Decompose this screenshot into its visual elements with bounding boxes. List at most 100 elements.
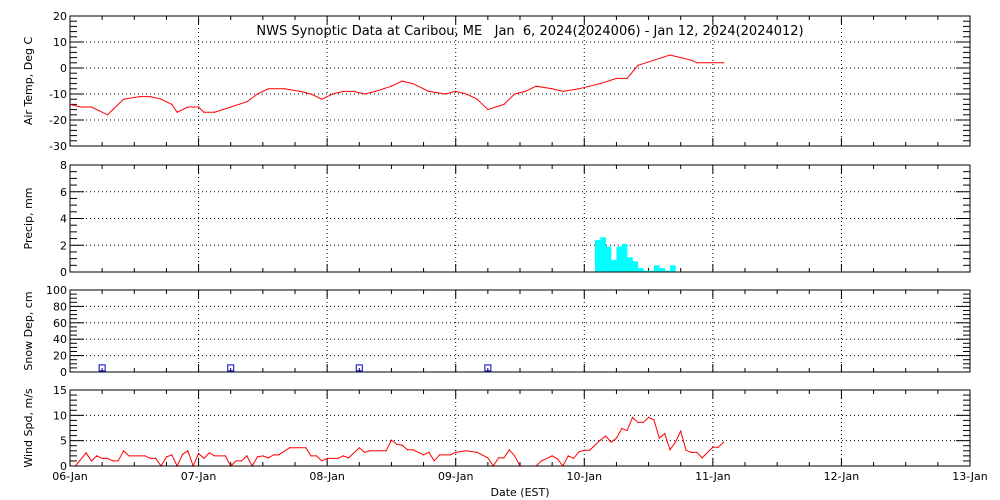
air-temp-point [139,96,141,98]
x-tick-label: 11-Jan [695,470,731,483]
air-temp-point [171,103,173,105]
plot-frame [69,15,971,147]
wind-speed-point [578,451,580,453]
air-temp-point [353,90,355,92]
precip-bar [648,270,655,272]
wind-speed-point [631,416,634,418]
wind-speed-point [106,457,109,459]
y-tick-label: -10 [49,88,67,101]
wind-speed-point [664,432,666,435]
air-temp-point [669,54,671,56]
wind-speed-point [112,460,114,462]
precip-bar [621,243,628,272]
wind-speed-point [171,454,173,456]
air-temp-point [214,111,216,113]
air-temp-point [310,93,312,95]
air-temp-point [690,59,693,61]
snow-depth-marker [484,364,492,372]
chart-title: NWS Synoptic Data at Caribou, ME Jan 6, … [256,24,803,39]
wind-speed-point [347,457,350,459]
x-tick-label: 09-Jan [438,470,474,483]
plot-frame [69,164,971,273]
wind-speed-point [433,460,435,462]
snow-depth-marker [227,364,235,372]
wind-speed-point [540,460,543,462]
y-axis-label: Wind Spd, m/s [22,388,35,468]
x-tick-label: 12-Jan [824,470,860,483]
air-temp-point [401,80,403,82]
wind-speed-point [101,457,103,459]
air-temp-point [476,98,478,100]
wind-speed-point [278,454,280,456]
air-temp-point [615,77,618,79]
wind-speed-point [181,453,184,455]
wind-speed-point [690,451,693,453]
wind-speed-point [476,451,478,453]
x-tick-label: 06-Jan [52,470,88,483]
air-temp-point [390,85,393,87]
air-temp-point [524,90,526,92]
wind-speed-point [144,455,146,457]
wind-speed-point [267,457,269,459]
y-tick-label: 40 [53,333,67,346]
air-temp-point [80,106,82,108]
wind-speed-point [465,450,468,452]
wind-speed-series-line [74,416,724,468]
wind-speed-point [289,447,291,449]
wind-speed-point [605,435,607,437]
y-tick-label: 8 [60,159,67,172]
air-temp-point [599,83,601,85]
air-temp-point [578,88,580,90]
wind-speed-point [412,449,414,451]
y-tick-label: 0 [60,62,67,75]
wind-speed-point [214,455,216,457]
wind-speed-point [369,450,371,452]
air-temp-point [197,106,200,108]
y-tick-label: 60 [53,317,67,330]
air-temp-point [90,106,93,108]
x-axis-label: Date (EST) [490,486,549,499]
y-axis-label: Air Temp, Deg C [22,37,35,126]
air-temp-point [187,106,189,108]
y-tick-label: 4 [60,213,67,226]
wind-speed-point [337,457,339,459]
precip-bar [632,261,639,272]
wind-speed-point [128,455,130,457]
wind-speed-point [406,449,409,451]
wind-speed-point [396,443,398,445]
wind-speed-point [256,456,259,458]
air-temp-point [626,77,628,79]
air-temp-point [514,93,516,95]
air-temp-point [106,114,109,116]
wind-speed-point [642,421,644,424]
x-tick-label: 07-Jan [181,470,217,483]
wind-speed-point [305,447,307,449]
air-temp-point [160,98,162,100]
wind-speed-point [556,458,559,460]
plot-frame [69,289,971,373]
plot-frame [69,389,971,467]
precip-bar [611,259,617,272]
wind-speed-point [240,460,243,462]
air-temp-point [637,64,639,66]
air-temp-point [503,103,505,105]
wind-speed-point [647,416,650,418]
air-temp-point [653,59,655,61]
precip-bar [605,246,612,272]
precip-bar [616,246,623,272]
wind-speed-point [514,455,516,457]
wind-speed-point [197,452,200,454]
precip-bar [600,237,607,272]
air-temp-point [299,90,301,92]
precip-bar [627,257,633,272]
wind-speed-point [701,457,703,459]
wind-speed-point [310,455,312,457]
air-temp-point [374,90,376,92]
y-axis-label: Precip, mm [22,188,35,250]
y-tick-label: 80 [53,300,67,313]
air-temp-point [176,111,178,113]
precip-bar [670,265,676,272]
wind-speed-point [208,452,210,454]
x-tick-label: 10-Jan [567,470,603,483]
